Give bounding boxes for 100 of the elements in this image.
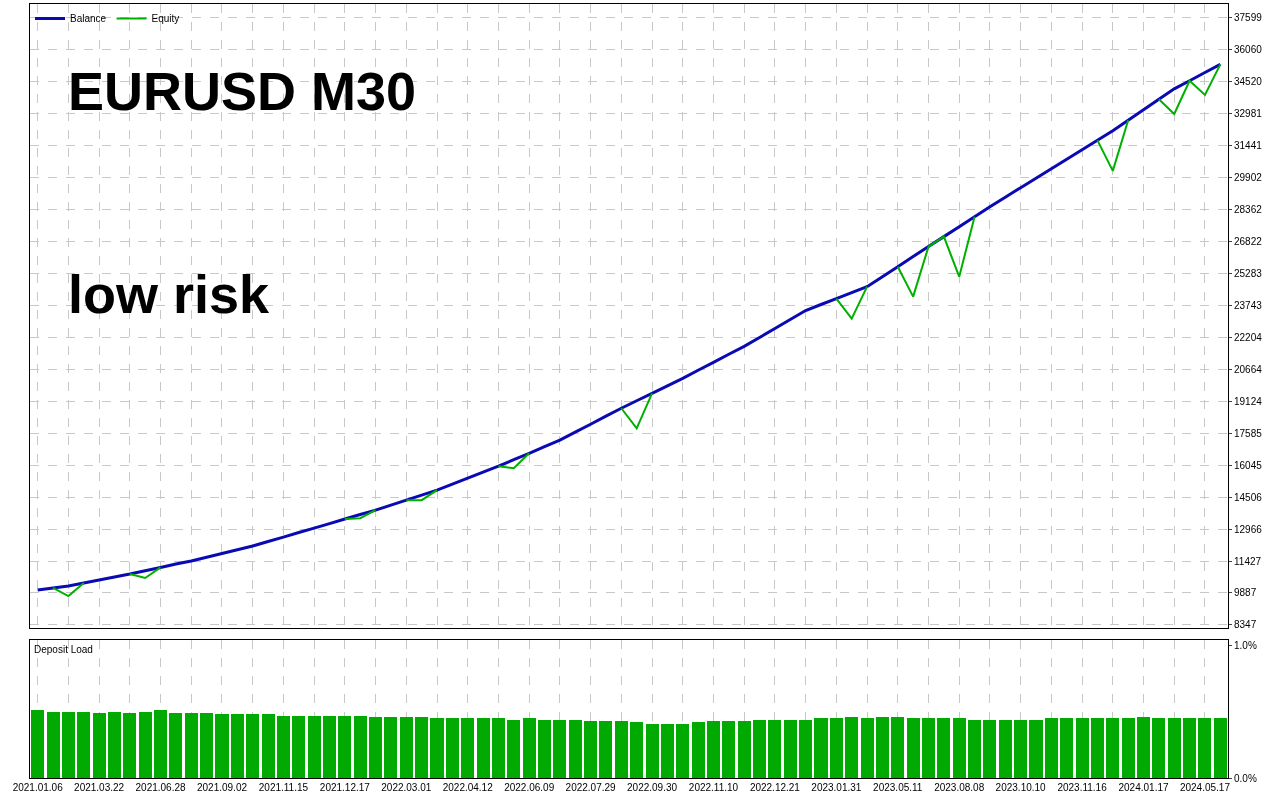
y-tick-label: 37599 [1234, 12, 1263, 24]
bar [614, 720, 628, 778]
bar [92, 712, 106, 778]
bar [1167, 718, 1181, 778]
bar [860, 718, 874, 778]
y-tick-label: 8347 [1234, 619, 1257, 631]
bar [476, 718, 490, 778]
bar [1029, 719, 1043, 778]
annotation: low risk [68, 264, 271, 324]
y-tick-label: 26822 [1234, 236, 1263, 248]
bar [906, 718, 920, 778]
bar [230, 714, 244, 778]
x-tick-label: 2021.09.02 [196, 782, 248, 793]
bar [246, 714, 260, 778]
y-tick-label: 20664 [1234, 363, 1263, 375]
bar [783, 719, 797, 778]
bar [875, 716, 889, 778]
bar [292, 715, 306, 778]
bar [1106, 718, 1120, 778]
x-tick-label: 2021.01.06 [12, 782, 64, 793]
bar [1121, 718, 1135, 778]
y-tick-label: 17585 [1234, 427, 1263, 439]
x-tick-label: 2022.03.01 [381, 782, 432, 793]
y-tick-label: 16045 [1234, 459, 1263, 471]
bar [538, 719, 552, 778]
bar [676, 723, 690, 778]
bar [1213, 718, 1227, 778]
y-tick-label: 0.0% [1234, 772, 1257, 784]
x-tick-label: 2023.05.11 [873, 782, 923, 793]
x-tick-label: 2021.11.15 [258, 782, 309, 793]
bar [968, 719, 982, 778]
bar [46, 711, 60, 778]
bar [169, 712, 183, 778]
bar [706, 720, 720, 778]
bar [799, 719, 813, 778]
bar [722, 720, 736, 778]
bar [338, 715, 352, 778]
y-tick-label: 1.0% [1234, 639, 1257, 651]
legend-label: Equity [151, 13, 180, 25]
bar [737, 720, 751, 778]
y-tick-label: 12966 [1234, 523, 1263, 535]
bar [921, 718, 936, 778]
bar [845, 716, 859, 778]
x-tick-label: 2021.03.22 [74, 782, 125, 793]
legend-label: Balance [70, 13, 107, 25]
x-tick-label: 2023.10.10 [995, 782, 1047, 793]
bar [568, 719, 582, 778]
bar [138, 711, 152, 778]
x-tick-label: 2022.06.09 [504, 782, 555, 793]
bar [369, 716, 383, 778]
x-tick-label: 2021.12.17 [319, 782, 371, 793]
bar [645, 723, 659, 778]
bar [1014, 719, 1028, 778]
bar [322, 715, 337, 778]
x-tick-label: 2024.01.17 [1118, 782, 1169, 793]
bar [691, 722, 705, 778]
bar [814, 718, 828, 778]
bar [891, 716, 905, 778]
bar [215, 714, 229, 778]
x-tick-label: 2021.06.28 [135, 782, 187, 793]
y-tick-label: 14506 [1234, 491, 1263, 503]
y-tick-label: 25283 [1234, 268, 1263, 279]
x-tick-label: 2023.08.08 [934, 782, 985, 793]
bar [599, 720, 613, 778]
bar [261, 714, 275, 778]
y-tick-label: 32981 [1234, 108, 1263, 120]
bar [399, 716, 413, 778]
x-tick-label: 2022.04.12 [442, 782, 494, 793]
y-tick-label: 23743 [1234, 299, 1263, 311]
bar [952, 718, 966, 778]
bar [77, 711, 91, 778]
bar [1198, 718, 1212, 778]
x-tick-label: 2023.11.16 [1057, 782, 1108, 793]
bar [384, 716, 398, 778]
bar [307, 715, 321, 778]
bar [353, 715, 367, 778]
bar [430, 718, 444, 778]
bar [630, 722, 644, 778]
bar [1183, 718, 1197, 778]
chart-title: Deposit Load [34, 644, 93, 655]
y-tick-label: 22204 [1234, 331, 1263, 343]
bar [123, 712, 137, 778]
bar [768, 719, 782, 778]
y-tick-label: 31441 [1234, 140, 1263, 152]
bar [276, 715, 290, 778]
x-tick-label: 2022.11.10 [688, 782, 739, 793]
y-tick-label: 11427 [1234, 555, 1262, 567]
bar [1075, 718, 1089, 778]
bar [200, 712, 214, 778]
bar [998, 719, 1012, 778]
bar [829, 718, 843, 778]
x-tick-label: 2022.12.21 [749, 782, 801, 793]
y-tick-label: 34520 [1234, 76, 1263, 88]
bar [937, 718, 951, 778]
bar [461, 718, 475, 778]
bar [1060, 718, 1074, 778]
bar [61, 711, 75, 778]
bar [753, 719, 767, 778]
x-tick-label: 2022.09.30 [627, 782, 678, 793]
x-tick-label: 2023.01.31 [811, 782, 862, 793]
